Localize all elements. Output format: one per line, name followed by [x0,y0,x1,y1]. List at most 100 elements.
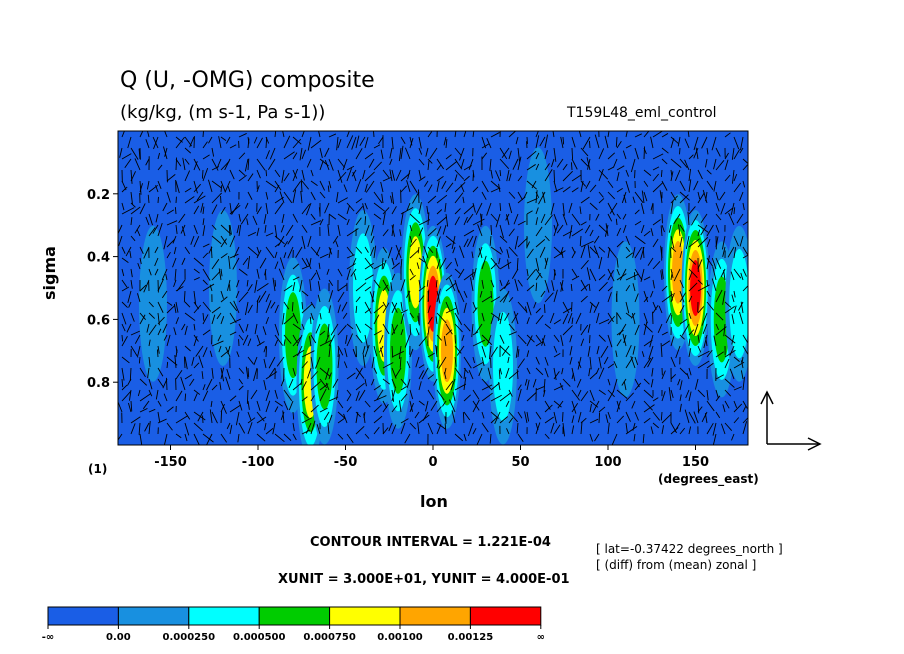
wind-vector-1875 [712,433,717,445]
wind-vector-301 [211,367,214,379]
wind-vector-710 [346,246,354,256]
wind-vector-1101 [466,235,474,247]
wind-vector-1641 [643,323,653,333]
wind-vector-452 [265,180,277,189]
wind-vector-1115 [472,389,480,400]
wind-vector-532 [292,136,302,145]
wind-vector-987 [436,209,443,215]
wind-vector-1529 [607,315,615,325]
wind-vector-672 [336,136,339,151]
wind-vector-232 [193,224,198,235]
wind-vector-1455 [580,421,583,435]
wind-vector-65 [136,229,141,237]
wind-vector-67 [139,257,142,265]
wind-vector-1085 [463,367,469,374]
wind-vector-1883 [724,207,734,215]
wind-vector-354 [229,331,237,336]
wind-vector-611 [310,381,321,391]
wind-vector-1063 [454,433,464,442]
wind-vector-353 [229,318,242,325]
wind-vector-963 [423,245,429,259]
wind-vector-1273 [526,269,536,281]
wind-vector-1511 [594,433,600,442]
wind-vector-1650 [643,417,651,424]
wind-vector-1617 [630,355,636,369]
wind-vector-666 [328,372,332,380]
wind-vector-1347 [553,169,555,182]
wind-vector-1777 [688,271,693,281]
wind-vector-1159 [490,257,501,269]
wind-vector-1099 [466,213,474,223]
wind-vector-1898 [724,378,735,388]
wind-vector-171 [175,157,178,171]
wind-vector-285 [208,179,213,193]
wind-vector-444 [256,400,261,411]
wind-vector-419 [247,422,253,435]
wind-vector-1459 [586,157,591,171]
wind-vector-506 [283,151,295,160]
wind-vector-753 [355,411,361,418]
wind-vector-725 [346,406,352,413]
wind-vector-1151 [490,169,493,179]
wind-vector-218 [184,374,193,380]
wind-vector-349 [226,279,231,291]
wind-vector-911 [408,290,411,303]
wind-vector-1507 [598,389,606,396]
wind-vector-434 [256,283,269,292]
wind-vector-412 [247,356,254,365]
wind-vector-1501 [598,318,610,325]
wind-vector-299 [211,340,224,347]
wind-vector-1558 [616,329,624,336]
wind-vector-1666 [650,290,654,298]
wind-vector-593 [310,191,316,201]
wind-vector-1792 [693,136,699,151]
wind-vector-115 [157,164,163,171]
wind-vector-105 [147,367,150,379]
wind-vector-1324 [544,214,553,226]
wind-vector-675 [337,169,343,183]
wind-vector-1108 [472,307,478,314]
wind-vector-935 [418,257,426,263]
wind-vector-514 [283,240,288,248]
wind-vector-608 [310,356,314,369]
wind-vector-1584 [625,312,632,318]
wind-vector-1073 [463,229,475,237]
wind-vector-1847 [706,422,714,435]
wind-vector-1912 [728,212,735,226]
wind-vector-1058 [450,378,456,391]
wind-vector-151 [166,251,171,259]
wind-vector-651 [328,213,337,220]
wind-vector-1076 [458,268,465,279]
wind-vector-306 [209,409,213,424]
wind-vector-677 [335,191,339,203]
wind-vector-1739 [674,169,681,182]
wind-vector-590 [306,158,312,168]
wind-vector-774 [364,334,369,349]
wind-vector-555 [292,382,303,391]
wind-vector-1178 [499,158,510,169]
wind-vector-645 [324,147,330,158]
wind-vector-432 [256,268,260,279]
wind-vector-1678 [652,422,660,429]
wind-vector-1132 [481,255,487,270]
wind-vector-833 [382,362,394,369]
wind-vector-1150 [489,158,492,171]
wind-vector-1714 [670,195,678,204]
wind-vector-70 [139,284,147,292]
wind-vector-780 [364,400,371,408]
wind-vector-706 [346,202,355,212]
wind-vector-489 [274,279,277,287]
wind-vector-5 [121,186,128,193]
wind-vector-1274 [526,284,535,292]
wind-vector-921 [409,402,414,413]
wind-vector-1202 [499,416,509,424]
wind-vector-589 [310,139,322,149]
wind-vector-1428 [578,131,582,138]
wind-vector-12 [121,268,125,277]
wind-vector-20 [121,356,130,364]
wind-vector-1859 [715,257,722,269]
wind-vector-1702 [661,370,666,380]
wind-vector-169 [175,136,185,149]
wind-vector-141 [164,147,168,157]
wind-vector-1515 [607,166,615,171]
